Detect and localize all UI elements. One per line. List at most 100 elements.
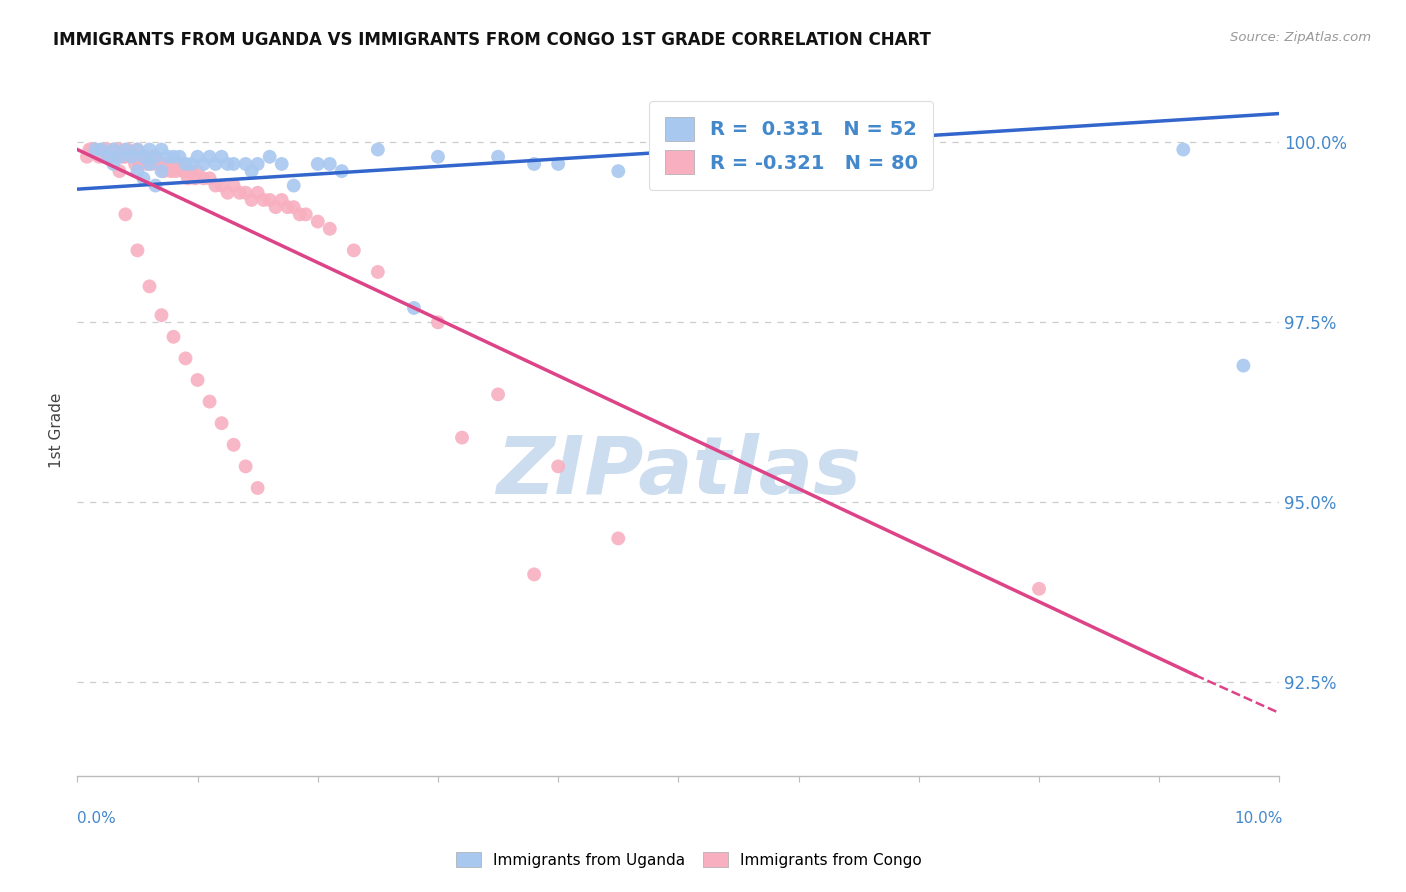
Point	[150, 157, 173, 171]
Point	[103, 157, 125, 171]
Point	[246, 157, 269, 171]
Point	[307, 214, 329, 228]
Point	[104, 150, 127, 164]
Point	[138, 143, 160, 157]
Point	[607, 532, 630, 546]
Point	[343, 244, 366, 258]
Point	[87, 150, 110, 164]
Point	[288, 207, 311, 221]
Point	[235, 186, 257, 200]
Point	[1232, 359, 1254, 373]
Point	[180, 157, 202, 171]
Point	[132, 150, 155, 164]
Point	[160, 164, 183, 178]
Point	[150, 308, 173, 322]
Point	[114, 143, 136, 157]
Point	[908, 136, 931, 150]
Point	[246, 481, 269, 495]
Point	[108, 150, 131, 164]
Point	[283, 178, 305, 193]
Point	[84, 143, 107, 157]
Point	[124, 157, 146, 171]
Point	[727, 143, 749, 157]
Point	[117, 143, 139, 157]
Point	[486, 387, 509, 401]
Point	[264, 200, 287, 214]
Point	[211, 178, 233, 193]
Point	[162, 157, 184, 171]
Point	[145, 178, 167, 193]
Point	[127, 143, 149, 157]
Point	[120, 150, 142, 164]
Point	[172, 164, 194, 178]
Point	[127, 143, 149, 157]
Point	[96, 143, 118, 157]
Point	[128, 157, 150, 171]
Point	[177, 171, 200, 186]
Point	[100, 150, 122, 164]
Point	[547, 459, 569, 474]
Point	[240, 164, 263, 178]
Point	[367, 265, 389, 279]
Point	[108, 143, 131, 157]
Point	[187, 164, 209, 178]
Point	[235, 459, 257, 474]
Point	[114, 207, 136, 221]
Point	[204, 178, 226, 193]
Point	[162, 330, 184, 344]
Point	[523, 157, 546, 171]
Point	[132, 171, 155, 186]
Point	[162, 150, 184, 164]
Point	[427, 315, 450, 329]
Point	[169, 150, 191, 164]
Point	[486, 150, 509, 164]
Point	[174, 351, 197, 366]
Point	[76, 150, 98, 164]
Point	[277, 200, 299, 214]
Point	[169, 157, 191, 171]
Point	[108, 164, 131, 178]
Point	[84, 143, 107, 157]
Point	[80, 143, 103, 157]
Point	[141, 157, 163, 171]
Point	[138, 157, 160, 171]
Point	[193, 157, 215, 171]
Point	[103, 143, 125, 157]
Point	[607, 164, 630, 178]
Point	[111, 150, 134, 164]
Point	[228, 186, 250, 200]
Point	[114, 150, 136, 164]
Point	[211, 416, 233, 430]
Point	[1173, 143, 1195, 157]
Point	[547, 157, 569, 171]
Point	[150, 143, 173, 157]
Point	[180, 164, 202, 178]
Point	[174, 164, 197, 178]
Text: Source: ZipAtlas.com: Source: ZipAtlas.com	[1230, 31, 1371, 45]
Point	[402, 301, 425, 315]
Point	[156, 157, 179, 171]
Point	[319, 221, 342, 235]
Point	[240, 193, 263, 207]
Legend: Immigrants from Uganda, Immigrants from Congo: Immigrants from Uganda, Immigrants from …	[449, 844, 929, 875]
Point	[120, 150, 142, 164]
Point	[136, 157, 159, 171]
Point	[211, 150, 233, 164]
Point	[222, 438, 245, 452]
Point	[150, 164, 173, 178]
Point	[127, 244, 149, 258]
Point	[1028, 582, 1050, 596]
Point	[259, 193, 281, 207]
Point	[319, 157, 342, 171]
Point	[270, 157, 292, 171]
Point	[145, 150, 167, 164]
Point	[127, 164, 149, 178]
Point	[523, 567, 546, 582]
Point	[222, 157, 245, 171]
Point	[217, 186, 239, 200]
Point	[307, 157, 329, 171]
Point	[217, 157, 239, 171]
Legend: R =  0.331   N = 52, R = -0.321   N = 80: R = 0.331 N = 52, R = -0.321 N = 80	[650, 102, 934, 190]
Point	[93, 150, 115, 164]
Text: 10.0%: 10.0%	[1234, 812, 1282, 826]
